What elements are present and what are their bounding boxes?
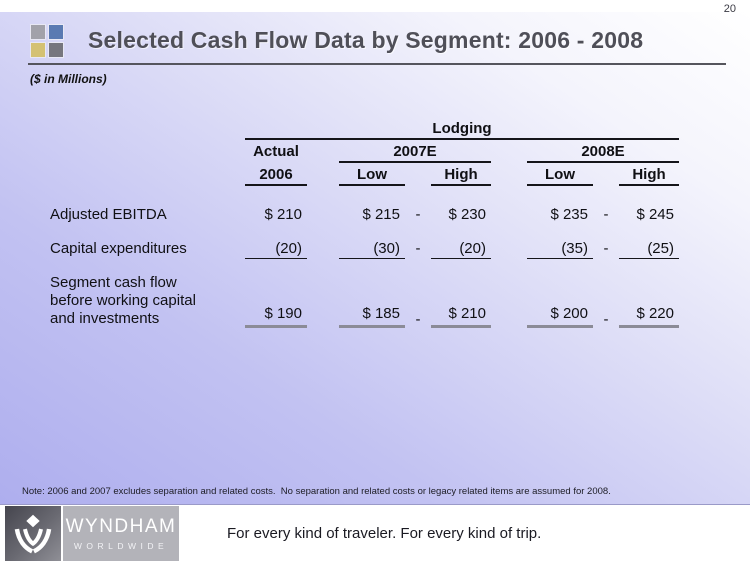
value-2006: $ 210 [264, 206, 302, 223]
row-label: Capital expenditures [50, 240, 187, 257]
segment-group-header: Lodging [245, 120, 679, 140]
page-number: 20 [723, 3, 736, 15]
slide-footer: WYNDHAM WORLDWIDE For every kind of trav… [0, 505, 750, 562]
value-2007-high: $ 230 [448, 206, 486, 223]
brand-subtitle: WORLDWIDE [73, 541, 169, 551]
logo-square-blue [48, 24, 64, 40]
value-2008-low: (35) [527, 240, 593, 259]
value-2006: (20) [245, 240, 307, 259]
slide-title: Selected Cash Flow Data by Segment: 2006… [88, 26, 644, 53]
value-2007-low: $ 215 [362, 206, 400, 223]
corner-squares-logo-icon [30, 24, 64, 58]
brand-name: WYNDHAM [65, 516, 177, 537]
logo-square-dark [48, 42, 64, 58]
value-2008-low: $ 200 [527, 305, 593, 328]
col-header-actual: Actual [253, 143, 299, 160]
range-dash: - [415, 206, 421, 223]
value-2006: $ 190 [245, 305, 307, 328]
row-label: Segment cash flow before working capital… [50, 274, 196, 327]
table-row-adjusted-ebitda: Adjusted EBITDA $ 210 $ 215 - $ 230 $ 23… [48, 206, 750, 224]
col-header-2008-low: Low [527, 166, 593, 186]
title-divider [28, 63, 726, 65]
col-header-2006: 2006 [245, 166, 307, 186]
range-dash: - [603, 311, 609, 328]
units-label: ($ in Millions) [30, 72, 107, 86]
logo-square-gold [30, 42, 46, 58]
wyndham-wordmark: WYNDHAM WORLDWIDE [63, 506, 179, 561]
table-row-segment-cash-flow: Segment cash flow before working capital… [48, 274, 750, 328]
value-2007-high: (20) [431, 240, 491, 259]
value-2007-low: $ 185 [339, 305, 405, 328]
range-dash: - [415, 240, 421, 257]
value-2008-high: $ 220 [619, 305, 679, 328]
range-dash: - [415, 311, 421, 328]
cash-flow-table: Lodging Actual 2007E 2008E 2006 Low High… [0, 120, 750, 328]
table-row-capital-expenditures: Capital expenditures (20) (30) - (20) (3… [48, 240, 750, 259]
col-header-2008e: 2008E [527, 143, 679, 163]
col-header-2007-low: Low [339, 166, 405, 186]
col-header-2007e: 2007E [339, 143, 491, 163]
value-2008-high: $ 245 [636, 206, 674, 223]
value-2008-low: $ 235 [550, 206, 588, 223]
col-header-2008-high: High [619, 166, 679, 186]
value-2008-high: (25) [619, 240, 679, 259]
range-dash: - [603, 206, 609, 223]
value-2007-high: $ 210 [431, 305, 491, 328]
slide-header: Selected Cash Flow Data by Segment: 2006… [0, 12, 750, 58]
footer-tagline: For every kind of traveler. For every ki… [227, 525, 542, 542]
logo-square-gray [30, 24, 46, 40]
slide-body: Selected Cash Flow Data by Segment: 2006… [0, 12, 750, 505]
table-year-header-row: Actual 2007E 2008E [48, 143, 750, 163]
table-subheader-row: 2006 Low High Low High [48, 166, 750, 186]
footnote: Note: 2006 and 2007 excludes separation … [22, 486, 611, 497]
row-label: Adjusted EBITDA [50, 206, 167, 223]
wyndham-crest-logo-icon [5, 506, 61, 561]
value-2007-low: (30) [339, 240, 405, 259]
range-dash: - [603, 240, 609, 257]
table-group-header-row: Lodging [48, 120, 750, 140]
col-header-2007-high: High [431, 166, 491, 186]
